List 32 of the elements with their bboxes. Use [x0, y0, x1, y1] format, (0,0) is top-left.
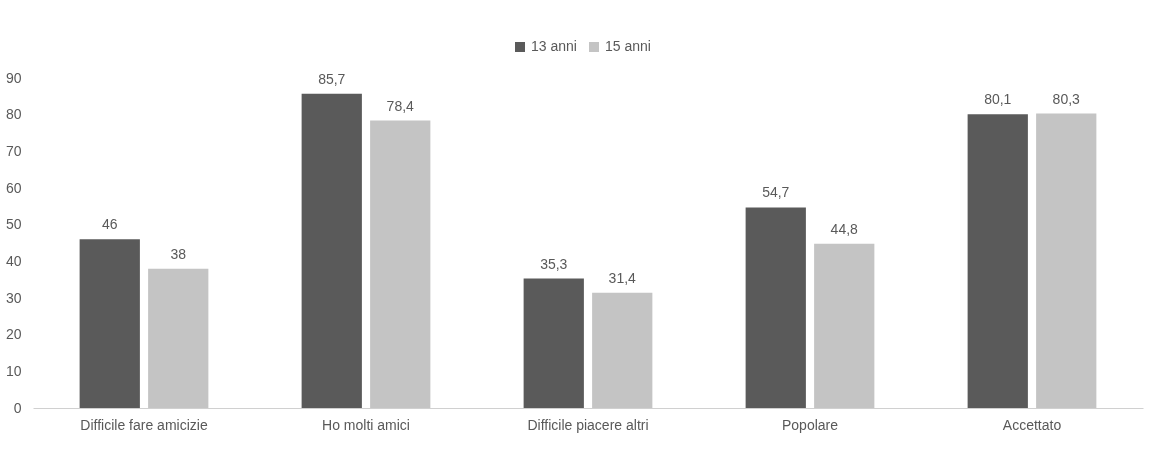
y-tick-label: 80 — [5, 106, 22, 123]
x-tick-label: Difficile fare amicizie — [80, 416, 208, 433]
data-label: 85,7 — [318, 70, 346, 87]
bar — [301, 93, 362, 408]
x-tick-label: Ho molti amici — [322, 416, 410, 433]
bar — [523, 278, 584, 408]
y-tick-label: 0 — [13, 399, 22, 416]
legend-label: 15 anni — [605, 38, 651, 54]
bar — [967, 114, 1028, 408]
data-label: 38 — [170, 245, 187, 262]
y-tick-label: 50 — [5, 216, 22, 233]
data-label: 78,4 — [386, 97, 415, 114]
y-tick-label: 40 — [5, 252, 22, 269]
data-label: 46 — [101, 216, 118, 233]
data-label: 44,8 — [830, 220, 859, 237]
data-label: 54,7 — [762, 184, 790, 201]
bar — [79, 239, 140, 408]
y-tick-label: 30 — [5, 289, 22, 306]
data-label: 80,3 — [1052, 90, 1081, 107]
data-label: 80,1 — [984, 91, 1012, 108]
y-tick-label: 90 — [5, 69, 22, 86]
x-tick-label: Accettato — [1002, 416, 1062, 433]
legend-label: 13 anni — [531, 38, 577, 54]
y-tick-label: 60 — [5, 179, 22, 196]
data-label: 31,4 — [608, 269, 637, 286]
data-label: 35,3 — [540, 255, 568, 272]
bar — [745, 207, 806, 408]
y-tick-label: 20 — [5, 326, 22, 343]
x-tick-label: Difficile piacere altri — [527, 416, 649, 433]
y-tick-label: 10 — [5, 362, 22, 379]
y-tick-label: 70 — [5, 142, 22, 159]
x-tick-label: Popolare — [781, 416, 839, 433]
